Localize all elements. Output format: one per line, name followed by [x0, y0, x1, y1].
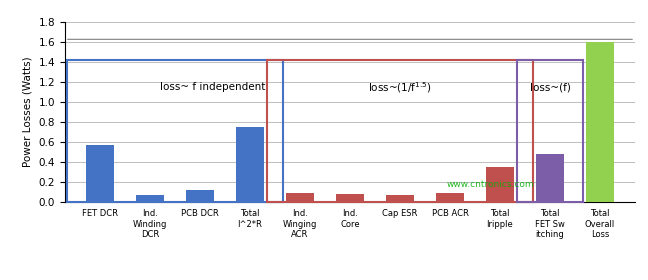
Bar: [586, 42, 614, 202]
Bar: [517, 60, 583, 202]
Bar: [386, 195, 413, 202]
Bar: [267, 60, 533, 202]
Bar: [186, 190, 214, 202]
Bar: [67, 60, 283, 202]
Bar: [486, 167, 514, 202]
Bar: [436, 193, 464, 202]
Bar: [136, 195, 163, 202]
Bar: [537, 154, 564, 202]
Text: loss~(1/f$^{1.5}$): loss~(1/f$^{1.5}$): [368, 80, 432, 95]
Bar: [86, 145, 113, 202]
Bar: [336, 194, 364, 202]
Text: loss~(f): loss~(f): [529, 82, 570, 92]
Bar: [286, 193, 314, 202]
Text: loss~ f independent: loss~ f independent: [160, 82, 265, 92]
Y-axis label: Power Losses (Watts): Power Losses (Watts): [23, 57, 33, 167]
Text: www.cntronics.com: www.cntronics.com: [447, 180, 535, 189]
Bar: [236, 127, 264, 202]
